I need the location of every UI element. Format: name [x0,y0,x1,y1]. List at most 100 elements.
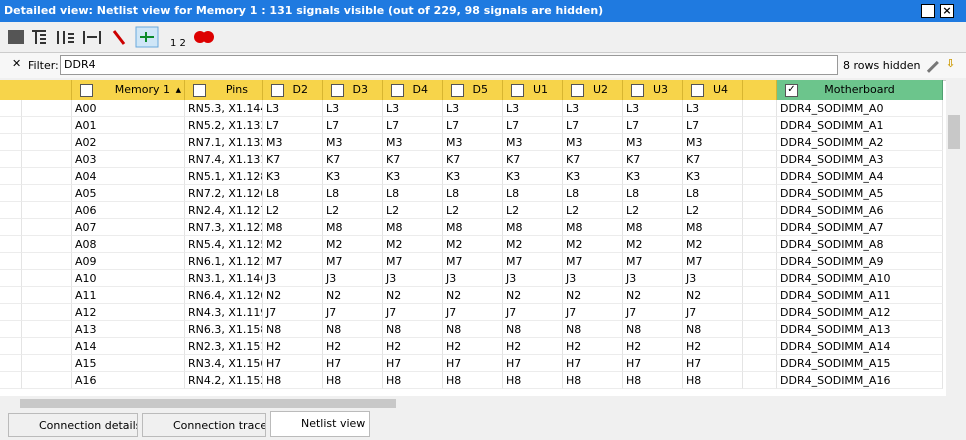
table-cell: H8 [563,372,623,389]
table-cell: N8 [383,321,443,338]
column-checkbox[interactable] [631,84,644,97]
table-cell: N8 [683,321,743,338]
table-cell: A15 [72,355,185,372]
maximize-button[interactable] [921,4,935,18]
column-header[interactable]: Memory 1 ▲ [72,80,185,100]
table-cell: M7 [263,253,323,270]
column-header[interactable]: U1 [503,80,563,100]
next-button[interactable]: ⇩ [946,57,956,70]
table-cell: M7 [683,253,743,270]
table-cell: DDR4_SODIMM_A12 [777,304,943,321]
highlight-button[interactable] [112,30,126,45]
column-checkbox[interactable] [451,84,464,97]
expand-button[interactable] [57,31,74,44]
header-blank [0,80,72,100]
tab[interactable]: Netlist view [270,411,370,437]
column-checkbox[interactable] [331,84,344,97]
table-cell: L2 [563,202,623,219]
stop-button[interactable] [202,31,214,43]
table-cell: J7 [503,304,563,321]
cell [743,338,777,355]
cell [743,372,777,389]
table-cell: H8 [623,372,683,389]
table-cell: H2 [383,338,443,355]
column-checkbox[interactable]: ✓ [785,84,798,97]
table-cell: H7 [683,355,743,372]
table-cell: N2 [503,287,563,304]
close-button[interactable]: × [940,4,954,18]
table-cell: K7 [263,151,323,168]
table-cell: K7 [683,151,743,168]
row-gutter [0,304,22,321]
table-cell: A04 [72,168,185,185]
table-cell: L7 [563,117,623,134]
table-cell: M3 [683,134,743,151]
table-cell: L7 [683,117,743,134]
table-cell: H2 [263,338,323,355]
table-cell: M7 [383,253,443,270]
table-cell: M7 [503,253,563,270]
column-checkbox[interactable] [571,84,584,97]
tab[interactable]: Connection details [8,413,138,437]
table-cell: RN7.1, X1.132 [185,134,263,151]
table-cell: J3 [503,270,563,287]
column-checkbox[interactable] [511,84,524,97]
table-cell: H2 [503,338,563,355]
table-cell: DDR4_SODIMM_A11 [777,287,943,304]
table-cell: M8 [383,219,443,236]
table-cell: RN4.3, X1.119 [185,304,263,321]
table-cell: J7 [383,304,443,321]
column-header[interactable]: U3 [623,80,683,100]
row-gutter [22,287,72,304]
fit-button[interactable] [83,31,101,44]
column-checkbox[interactable] [691,84,704,97]
table-cell: A16 [72,372,185,389]
table-cell: RN7.3, X1.122 [185,219,263,236]
table-cell: RN6.4, X1.120 [185,287,263,304]
row-gutter [22,253,72,270]
column-checkbox[interactable] [391,84,404,97]
column-header[interactable]: D3 [323,80,383,100]
column-header[interactable]: Motherboard ✓ [777,80,943,100]
row-gutter [22,355,72,372]
table-cell: H7 [263,355,323,372]
table-cell: H2 [623,338,683,355]
table-cell: L8 [443,185,503,202]
print-button[interactable] [8,30,24,44]
table-cell: M3 [263,134,323,151]
column-checkbox[interactable] [271,84,284,97]
column-checkbox[interactable] [193,84,206,97]
table-cell: M2 [563,236,623,253]
vertical-scrollbar[interactable] [946,100,962,396]
column-header[interactable]: D4 [383,80,443,100]
table-cell: J7 [623,304,683,321]
table-cell: M3 [383,134,443,151]
cell [743,134,777,151]
cell [743,117,777,134]
table-cell: L3 [623,100,683,117]
tab[interactable]: Connection trace [142,413,266,437]
sort-button[interactable]: 1 2 [170,38,186,49]
column-header[interactable]: U2 [563,80,623,100]
table-cell: DDR4_SODIMM_A3 [777,151,943,168]
table-cell: K3 [623,168,683,185]
column-header[interactable]: Pins [185,80,263,100]
row-gutter [22,270,72,287]
column-header[interactable]: D2 [263,80,323,100]
horizontal-scrollbar[interactable] [0,397,946,411]
filter-input[interactable]: DDR4 [60,55,838,75]
table-cell: A09 [72,253,185,270]
column-header[interactable]: U4 [683,80,743,100]
table-cell: H7 [563,355,623,372]
table-cell: J3 [263,270,323,287]
table-cell: L8 [623,185,683,202]
column-header[interactable]: D5 [443,80,503,100]
clear-filter[interactable]: ✕ [12,57,22,70]
collapse-button[interactable] [32,30,46,44]
table-cell: K7 [563,151,623,168]
column-checkbox[interactable] [80,84,93,97]
table-cell: H7 [503,355,563,372]
row-gutter [0,287,22,304]
table-cell: L2 [443,202,503,219]
row-gutter [22,321,72,338]
